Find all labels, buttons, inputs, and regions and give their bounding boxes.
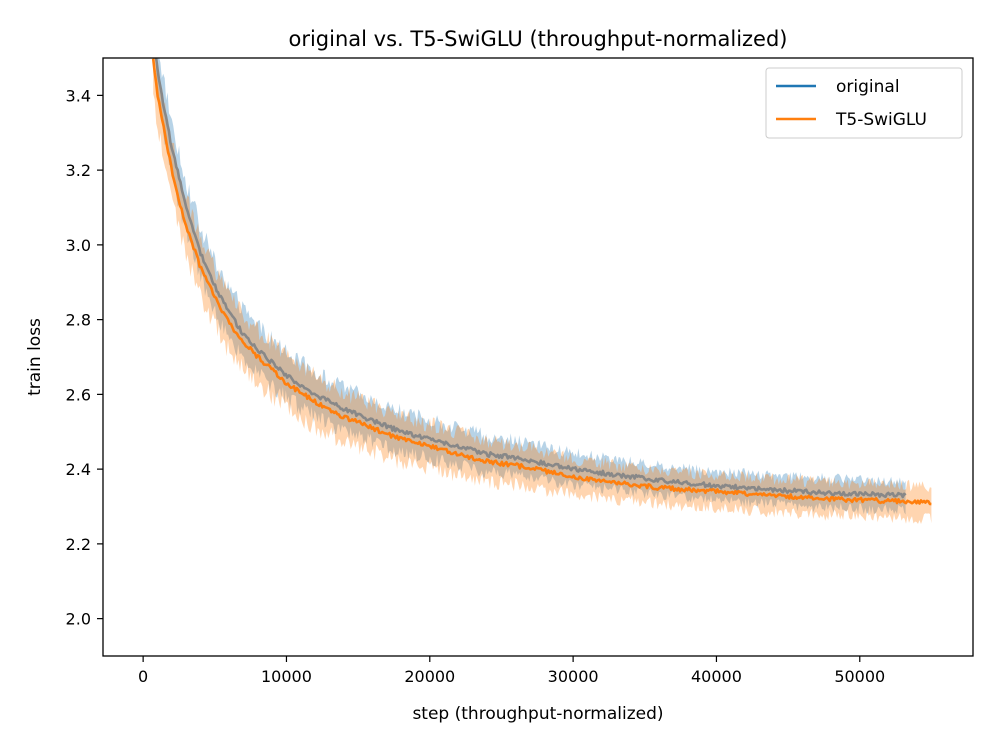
x-axis-ticks: 0 10000 20000 30000 40000 50000 xyxy=(138,656,885,686)
band-original xyxy=(156,58,906,515)
legend-label-t5-swiglu: T5-SwiGLU xyxy=(835,110,927,130)
x-tick-label: 30000 xyxy=(548,667,599,686)
x-axis-label: step (throughput-normalized) xyxy=(412,704,663,724)
series-layer xyxy=(151,58,932,524)
y-tick-label: 2.4 xyxy=(66,460,91,479)
y-tick-label: 2.0 xyxy=(66,610,91,629)
x-tick-label: 40000 xyxy=(691,667,742,686)
x-tick-label: 50000 xyxy=(834,667,885,686)
band-t5-swiglu xyxy=(153,58,932,524)
band-group xyxy=(153,58,932,524)
y-tick-label: 2.6 xyxy=(66,385,91,404)
line-group xyxy=(151,58,932,506)
legend-label-original: original xyxy=(836,77,900,97)
y-tick-label: 3.0 xyxy=(66,236,91,255)
y-tick-label: 3.4 xyxy=(66,86,91,105)
y-tick-label: 2.2 xyxy=(66,535,91,554)
y-axis-label: train loss xyxy=(25,318,45,396)
x-tick-label: 10000 xyxy=(261,667,312,686)
x-tick-label: 20000 xyxy=(404,667,455,686)
line-t5-swiglu xyxy=(151,58,932,506)
plot-frame xyxy=(102,57,974,657)
y-tick-label: 2.8 xyxy=(66,311,91,330)
legend: original T5-SwiGLU xyxy=(765,67,963,139)
line-original xyxy=(154,58,907,499)
x-tick-label: 0 xyxy=(138,667,148,686)
y-axis-ticks: 2.0 2.2 2.4 2.6 2.8 3.0 3.2 3.4 xyxy=(66,86,103,629)
chart-title: original vs. T5-SwiGLU (throughput-norma… xyxy=(288,27,787,51)
y-tick-label: 3.2 xyxy=(66,161,91,180)
